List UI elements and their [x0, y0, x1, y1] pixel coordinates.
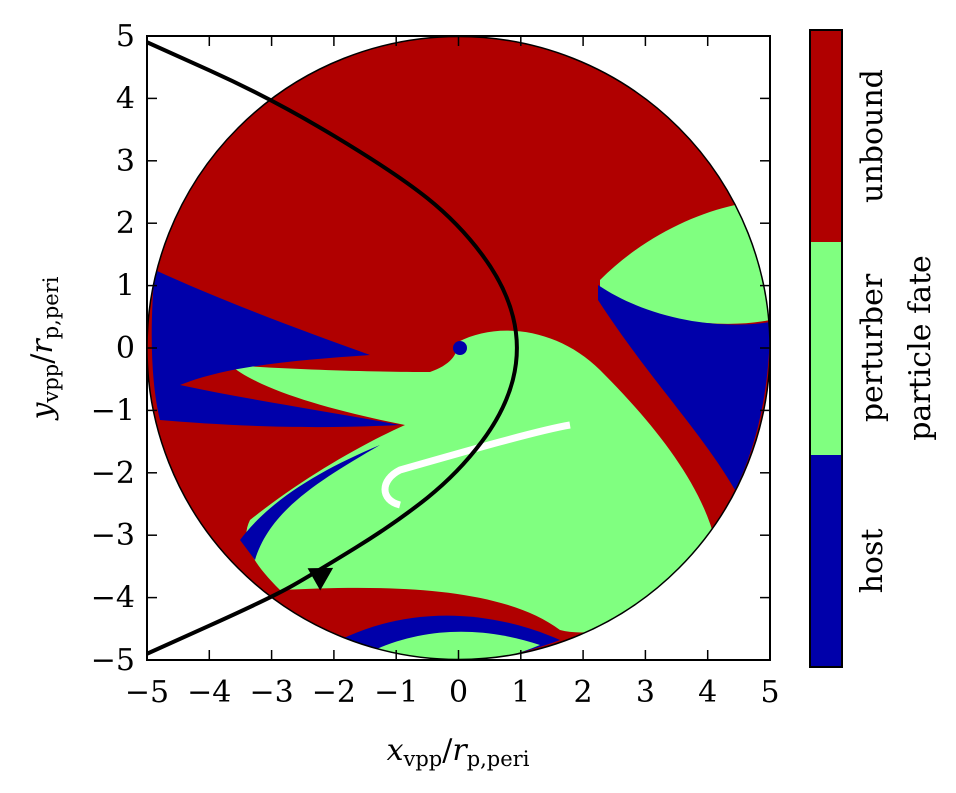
- x-tick-label: −2: [312, 675, 356, 710]
- host-core: [453, 341, 467, 355]
- no-fate-streak: [381, 421, 571, 509]
- colorbar-swatch-unbound: [810, 30, 842, 242]
- perturber-orbit: [146, 40, 519, 656]
- y-tick-label: 4: [116, 81, 135, 116]
- perturber-region-bottom: [370, 631, 540, 660]
- x-tick-label: 5: [760, 675, 779, 710]
- perturber-region-central: [230, 330, 715, 633]
- x-tick-label: 0: [449, 675, 468, 710]
- y-tick-label: 1: [116, 269, 135, 304]
- colorbar-swatch-perturber: [810, 242, 842, 455]
- y-tick-label: 2: [116, 206, 135, 241]
- fate-disk: [147, 36, 770, 660]
- colorbar-swatch-host: [810, 455, 842, 667]
- y-axis-label: yvpp/rp,peri: [25, 276, 63, 421]
- x-axis-label: xvpp/rp,peri: [387, 733, 530, 771]
- host-region-rim: [240, 445, 380, 560]
- x-tick-label: 1: [511, 675, 530, 710]
- colorbar: unbound perturber host particle fate: [809, 29, 938, 668]
- y-tick-label: 3: [116, 144, 135, 179]
- colorbar-frame: [809, 29, 843, 668]
- x-tick-label: −3: [249, 675, 293, 710]
- y-tick-label: −3: [91, 518, 135, 553]
- host-region-right: [598, 285, 770, 490]
- y-tick-label: 0: [116, 331, 135, 366]
- y-tick-label: −1: [91, 393, 135, 428]
- host-region-left: [151, 270, 400, 428]
- perturber-region-right: [600, 205, 770, 324]
- colorbar-label-host: host: [855, 529, 890, 594]
- x-tick-label: 2: [574, 675, 593, 710]
- y-axis-ticks: −5 −4 −3 −2 −1 0 1 2 3 4 5: [91, 19, 770, 678]
- y-tick-label: −2: [91, 456, 135, 491]
- x-tick-label: −1: [374, 675, 418, 710]
- x-tick-label: −4: [187, 675, 231, 710]
- y-tick-label: 5: [116, 19, 135, 54]
- x-tick-label: 3: [636, 675, 655, 710]
- colorbar-label-unbound: unbound: [855, 69, 890, 203]
- colorbar-label-perturber: perturber: [855, 273, 890, 422]
- y-tick-label: −4: [91, 581, 135, 616]
- orbit-direction-arrow: [307, 567, 334, 591]
- colorbar-title: particle fate: [903, 255, 938, 441]
- x-tick-label: 4: [698, 675, 717, 710]
- x-axis-ticks: −5 −4 −3 −2 −1 0 1 2 3 4 5: [125, 36, 780, 710]
- y-tick-label: −5: [91, 643, 135, 678]
- x-tick-label: −5: [125, 675, 169, 710]
